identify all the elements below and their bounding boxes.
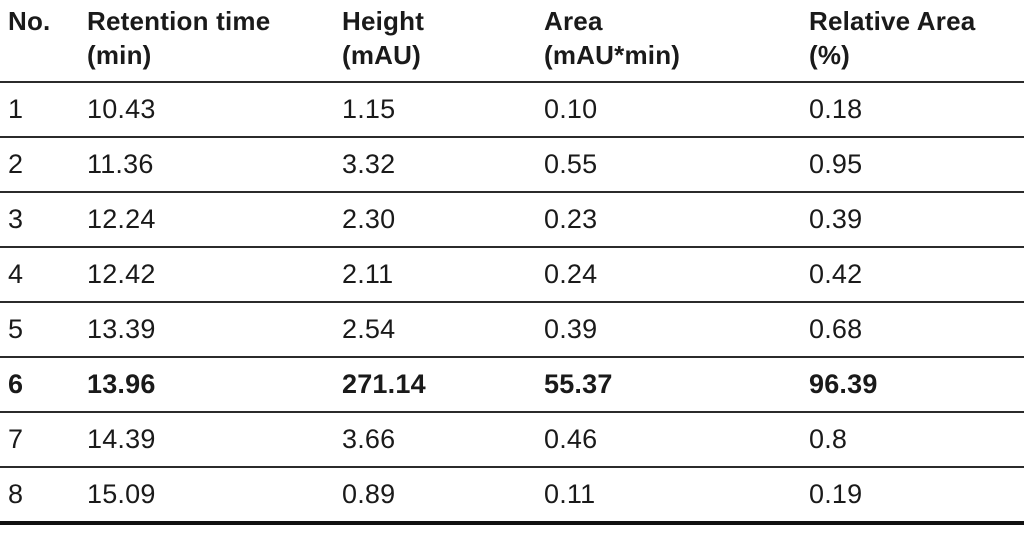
table-cell: 4 xyxy=(0,246,87,303)
table-cell: 0.68 xyxy=(809,301,1024,358)
table-cell: 271.14 xyxy=(342,356,544,413)
table-cell: 0.55 xyxy=(544,136,809,193)
table-cell: 2.54 xyxy=(342,301,544,358)
table-cell: 6 xyxy=(0,356,87,413)
table-row: 8 15.09 0.89 0.11 0.19 xyxy=(0,466,1024,525)
column-label: Height xyxy=(342,6,425,36)
column-unit: (min) xyxy=(87,40,152,71)
column-header-relative-area: Relative Area (%) xyxy=(809,0,1024,83)
table-cell: 0.8 xyxy=(809,411,1024,468)
table-cell: 8 xyxy=(0,466,87,525)
table-cell: 13.39 xyxy=(87,301,342,358)
table-cell: 0.18 xyxy=(809,81,1024,138)
table-row: 7 14.39 3.66 0.46 0.8 xyxy=(0,411,1024,468)
table-cell: 0.39 xyxy=(544,301,809,358)
table-cell: 12.24 xyxy=(87,191,342,248)
table-cell: 0.11 xyxy=(544,466,809,525)
column-label: Area xyxy=(544,6,603,36)
column-label: No. xyxy=(8,6,51,36)
table-cell: 2.30 xyxy=(342,191,544,248)
table-row: 3 12.24 2.30 0.23 0.39 xyxy=(0,191,1024,248)
column-header-area: Area (mAU*min) xyxy=(544,0,809,83)
table-cell: 13.96 xyxy=(87,356,342,413)
header-row: No. Retention time (min) Height (mAU) Ar… xyxy=(0,0,1024,83)
table-row: 1 10.43 1.15 0.10 0.18 xyxy=(0,81,1024,138)
table-body: 1 10.43 1.15 0.10 0.18 2 11.36 3.32 0.55 0.95 3 12.… xyxy=(0,81,1024,525)
table-cell: 0.46 xyxy=(544,411,809,468)
table-cell: 1 xyxy=(0,81,87,138)
table-header: No. Retention time (min) Height (mAU) Ar… xyxy=(0,0,1024,83)
column-unit: (mAU) xyxy=(342,40,421,71)
table-cell: 14.39 xyxy=(87,411,342,468)
table-cell: 0.89 xyxy=(342,466,544,525)
table-row: 2 11.36 3.32 0.55 0.95 xyxy=(0,136,1024,193)
table-cell: 11.36 xyxy=(87,136,342,193)
table-cell: 3 xyxy=(0,191,87,248)
table-cell: 96.39 xyxy=(809,356,1024,413)
column-label: Relative Area xyxy=(809,6,976,36)
table-cell: 0.95 xyxy=(809,136,1024,193)
column-header-retention-time: Retention time (min) xyxy=(87,0,342,83)
table-cell: 0.24 xyxy=(544,246,809,303)
table-cell: 3.32 xyxy=(342,136,544,193)
table-cell: 12.42 xyxy=(87,246,342,303)
table-cell: 0.42 xyxy=(809,246,1024,303)
table-cell: 0.23 xyxy=(544,191,809,248)
table-cell: 10.43 xyxy=(87,81,342,138)
table-cell: 5 xyxy=(0,301,87,358)
column-unit: (mAU*min) xyxy=(544,40,681,71)
table-row: 4 12.42 2.11 0.24 0.42 xyxy=(0,246,1024,303)
table-cell: 7 xyxy=(0,411,87,468)
table-cell: 0.10 xyxy=(544,81,809,138)
table-cell: 55.37 xyxy=(544,356,809,413)
table-cell: 2.11 xyxy=(342,246,544,303)
table-cell: 15.09 xyxy=(87,466,342,525)
table-cell: 0.39 xyxy=(809,191,1024,248)
table-cell: 0.19 xyxy=(809,466,1024,525)
table-cell: 1.15 xyxy=(342,81,544,138)
column-label: Retention time xyxy=(87,6,271,36)
column-header-no: No. xyxy=(0,0,87,83)
column-unit: (%) xyxy=(809,40,851,71)
table-cell: 3.66 xyxy=(342,411,544,468)
table-row: 5 13.39 2.54 0.39 0.68 xyxy=(0,301,1024,358)
table-cell: 2 xyxy=(0,136,87,193)
table-row: 6 13.96 271.14 55.37 96.39 xyxy=(0,356,1024,413)
column-header-height: Height (mAU) xyxy=(342,0,544,83)
